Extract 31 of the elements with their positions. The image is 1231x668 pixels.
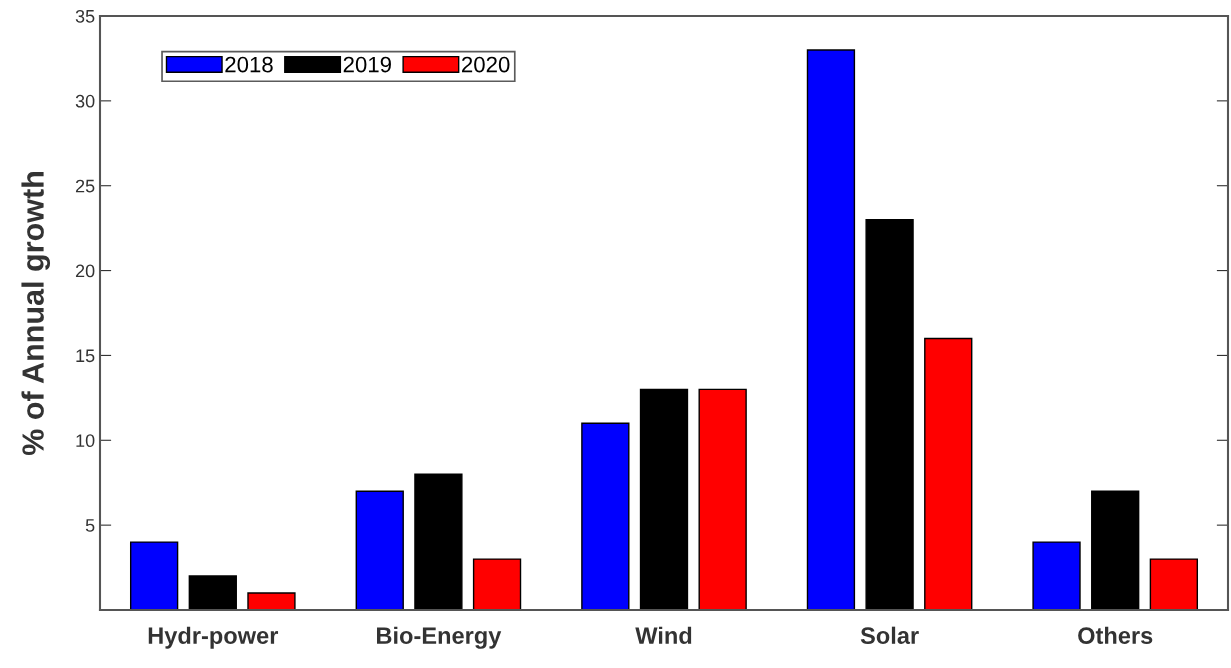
legend-label: 2018 <box>225 56 273 73</box>
y-tick-label: 35 <box>75 9 95 23</box>
bar <box>924 337 973 610</box>
y-tick-label: 30 <box>75 94 95 108</box>
y-tick-label: 10 <box>76 434 95 448</box>
legend-label: 2020 <box>462 56 510 73</box>
bar <box>806 49 856 610</box>
bar <box>129 541 179 610</box>
y-tick-label: 25 <box>75 179 95 193</box>
bar <box>1091 490 1140 610</box>
bar <box>581 422 630 610</box>
bar <box>1149 558 1199 610</box>
bar <box>247 592 296 610</box>
bar <box>639 388 689 610</box>
bar <box>355 490 404 610</box>
x-tick-label: Others <box>1078 626 1153 645</box>
bar <box>698 388 747 610</box>
bar <box>865 218 914 610</box>
bar <box>1032 541 1081 610</box>
y-axis-title: % of Annual growth <box>21 172 51 456</box>
legend-label: 2019 <box>343 56 391 73</box>
x-tick-label: Solar <box>860 626 919 645</box>
y-tick-label: 5 <box>85 519 95 532</box>
bar <box>188 575 237 610</box>
bar <box>414 473 463 610</box>
x-tick-label: Bio-Energy <box>377 626 502 649</box>
y-tick-label: 20 <box>75 264 95 278</box>
bar <box>472 558 522 610</box>
x-tick-label: Hydr-power <box>148 626 279 649</box>
x-tick-label: Wind <box>635 626 692 645</box>
y-tick-label: 15 <box>76 349 95 363</box>
